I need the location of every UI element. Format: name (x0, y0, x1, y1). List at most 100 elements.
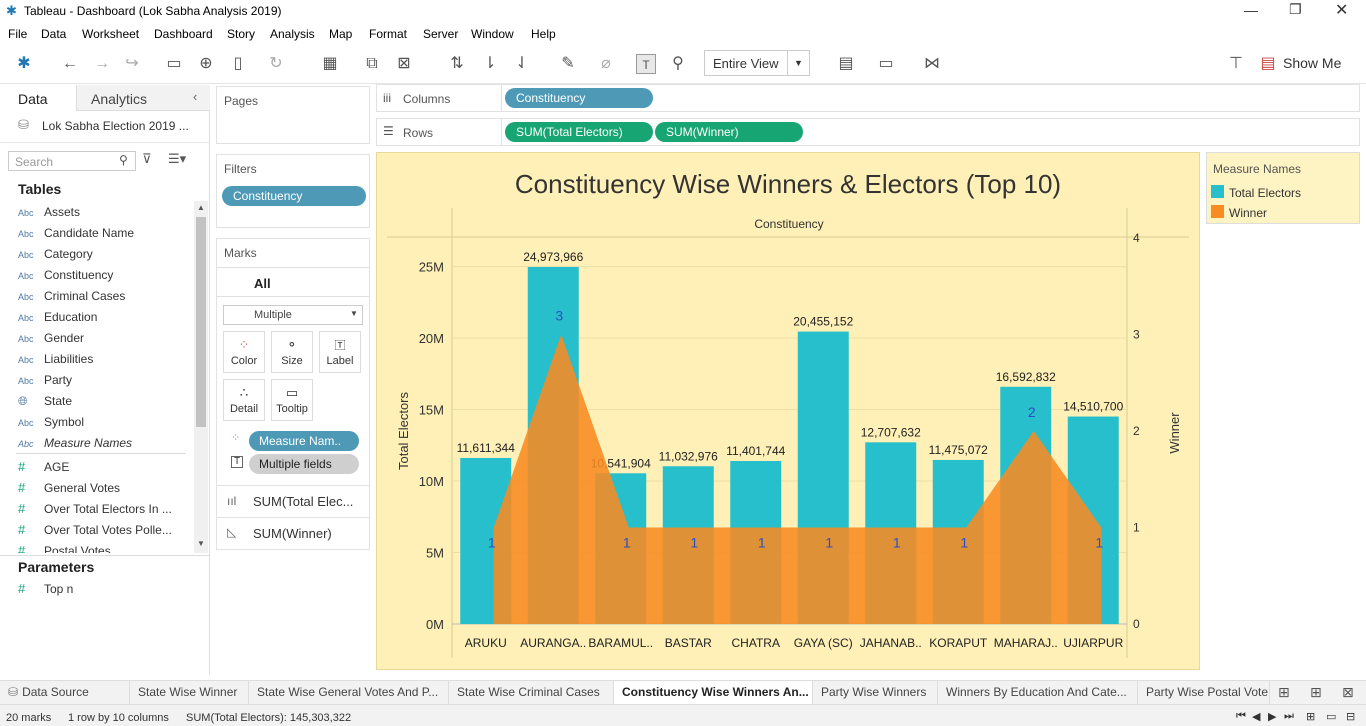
chart-svg[interactable]: Constituency Wise Winners & Electors (To… (377, 153, 1199, 669)
replay-icon[interactable]: ↪ (125, 55, 139, 72)
tableau-home-icon[interactable]: ✱ (17, 55, 31, 72)
tab-constituency-wise-winners[interactable]: Constituency Wise Winners An... (614, 681, 813, 705)
new-datasource-icon[interactable]: ⊕ (199, 55, 213, 72)
redo-icon[interactable]: → (94, 55, 110, 72)
field-criminal-cases[interactable]: Abc Criminal Cases (18, 289, 125, 309)
prev-sheet-icon[interactable]: ◀ (1252, 711, 1261, 723)
marks-pill-multiple-fields[interactable]: Multiple fields (249, 454, 359, 474)
datasource-row[interactable]: ⛁ Lok Sabha Election 2019 ... (0, 111, 210, 143)
presentation-mode-icon[interactable]: ▭ (878, 55, 894, 72)
field-gender[interactable]: Abc Gender (18, 331, 84, 351)
save-icon[interactable]: ▭ (166, 55, 182, 72)
show-labels-icon[interactable]: T (636, 54, 656, 74)
fields-scrollbar[interactable]: ▲ ▼ (194, 201, 208, 553)
field-candidate-name[interactable]: Abc Candidate Name (18, 226, 134, 246)
filter-pill-constituency[interactable]: Constituency (222, 186, 366, 206)
marks-all-tab[interactable]: All (217, 267, 369, 297)
field-general-votes[interactable]: # General Votes (18, 480, 120, 500)
pin-icon[interactable]: ⊤ (1229, 55, 1243, 72)
marks-section-total-electors[interactable]: ııl SUM(Total Elec... (217, 485, 369, 517)
chart-view[interactable]: Constituency Wise Winners & Electors (To… (376, 152, 1200, 670)
parameter-top-n[interactable]: # Top n (18, 581, 73, 601)
color-button[interactable]: ⁘ Color (223, 331, 265, 373)
menu-help[interactable]: Help (531, 27, 556, 41)
first-sheet-icon[interactable]: ⏮ (1236, 710, 1246, 722)
collapse-pane-icon[interactable]: ‹ (193, 89, 198, 104)
tab-state-wise-winner[interactable]: State Wise Winner (130, 681, 249, 705)
highlight-icon[interactable]: ✎ (561, 55, 575, 72)
swap-icon[interactable]: ⇅ (450, 55, 464, 72)
field-constituency[interactable]: Abc Constituency (18, 268, 113, 288)
field-party[interactable]: Abc Party (18, 373, 72, 393)
undo-icon[interactable]: ← (62, 55, 78, 72)
tab-state-wise-criminal-cases[interactable]: State Wise Criminal Cases (449, 681, 614, 705)
last-sheet-icon[interactable]: ⏭ (1284, 710, 1294, 722)
show-filmstrip-icon[interactable]: ⊟ (1346, 711, 1356, 723)
legend-item-total-electors[interactable]: Total Electors (1207, 181, 1359, 201)
tab-data[interactable]: Data (0, 85, 76, 111)
field-category[interactable]: Abc Category (18, 247, 93, 267)
menu-story[interactable]: Story (227, 27, 256, 41)
rows-shelf[interactable]: ☰ Rows SUM(Total Electors) SUM(Winner) (376, 118, 1360, 146)
new-dashboard-icon[interactable]: ⊞ (1310, 684, 1322, 700)
size-button[interactable]: ⚬ Size (271, 331, 313, 373)
menu-data[interactable]: Data (41, 27, 67, 41)
rows-pill-total-electors[interactable]: SUM(Total Electors) (505, 122, 653, 142)
menu-format[interactable]: Format (369, 27, 408, 41)
close-icon[interactable]: ✕ (1335, 2, 1349, 19)
tab-party-wise-winners[interactable]: Party Wise Winners (813, 681, 938, 705)
field-over-total-electors[interactable]: # Over Total Electors In ... (18, 501, 172, 521)
rows-pill-winner[interactable]: SUM(Winner) (655, 122, 803, 142)
new-worksheet-icon[interactable]: ⊞ (1278, 684, 1290, 700)
fix-axes-icon[interactable]: ⚲ (672, 55, 684, 72)
mark-type-select[interactable]: Multiple ▼ (223, 305, 363, 325)
fit-view-select[interactable]: Entire View ▼ (704, 50, 810, 76)
next-sheet-icon[interactable]: ▶ (1268, 711, 1277, 723)
duplicate-sheet-icon[interactable]: ⧉ (366, 55, 378, 72)
minimize-icon[interactable]: — (1244, 2, 1258, 18)
tab-winners-by-education[interactable]: Winners By Education And Cate... (938, 681, 1138, 705)
tab-analytics[interactable]: Analytics ‹ (76, 85, 210, 111)
search-input[interactable]: Search ⚲ (8, 151, 136, 171)
share-icon[interactable]: ⋈ (924, 55, 940, 72)
show-cards-icon[interactable]: ▤ (838, 55, 854, 72)
filter-icon[interactable]: ⊽ (142, 151, 152, 166)
field-over-total-votes-polled[interactable]: # Over Total Votes Polle... (18, 522, 172, 542)
marks-pill-measure-names[interactable]: Measure Nam.. (249, 431, 359, 451)
tab-data-source[interactable]: ⛁ Data Source (0, 681, 130, 705)
field-postal-votes[interactable]: # Postal Votes (18, 543, 111, 553)
field-assets[interactable]: Abc Assets (18, 205, 80, 225)
tab-party-wise-postal-vote[interactable]: Party Wise Postal Vote (1138, 681, 1270, 705)
columns-pill-constituency[interactable]: Constituency (505, 88, 653, 108)
menu-dashboard[interactable]: Dashboard (154, 27, 213, 41)
label-button[interactable]: 🅃︎ Label (319, 331, 361, 373)
pages-shelf[interactable]: Pages (216, 86, 370, 144)
menu-file[interactable]: File (8, 27, 28, 41)
tooltip-button[interactable]: ▭ Tooltip (271, 379, 313, 421)
field-liabilities[interactable]: Abc Liabilities (18, 352, 93, 372)
detail-button[interactable]: ∴ Detail (223, 379, 265, 421)
show-me-button[interactable]: Show Me (1283, 55, 1342, 71)
sort-descending-icon[interactable]: ⇃ (515, 55, 529, 72)
sort-ascending-icon[interactable]: ⇂ (483, 55, 497, 72)
new-worksheet-icon[interactable]: ▦ (322, 55, 338, 72)
show-tabs-icon[interactable]: ▭ (1326, 711, 1337, 723)
columns-shelf[interactable]: iii Columns Constituency (376, 84, 1360, 112)
field-education[interactable]: Abc Education (18, 310, 97, 330)
legend-item-winner[interactable]: Winner (1207, 201, 1359, 221)
menu-map[interactable]: Map (329, 27, 353, 41)
restore-icon[interactable]: ❐ (1289, 1, 1302, 17)
group-icon[interactable]: ⌀ (601, 55, 611, 72)
field-state[interactable]: 🌐︎ State (18, 394, 72, 414)
menu-analysis[interactable]: Analysis (270, 27, 315, 41)
menu-worksheet[interactable]: Worksheet (82, 27, 140, 41)
menu-window[interactable]: Window (471, 27, 514, 41)
refresh-icon[interactable]: ↻ (269, 55, 283, 72)
scroll-down-icon[interactable]: ▼ (197, 539, 205, 548)
menu-server[interactable]: Server (423, 27, 459, 41)
field-symbol[interactable]: Abc Symbol (18, 415, 84, 435)
field-measure-names[interactable]: Abc Measure Names (18, 436, 132, 456)
view-options-icon[interactable]: ☰▾ (168, 151, 187, 166)
field-age[interactable]: # AGE (18, 459, 69, 479)
filters-shelf[interactable]: Filters Constituency (216, 154, 370, 228)
